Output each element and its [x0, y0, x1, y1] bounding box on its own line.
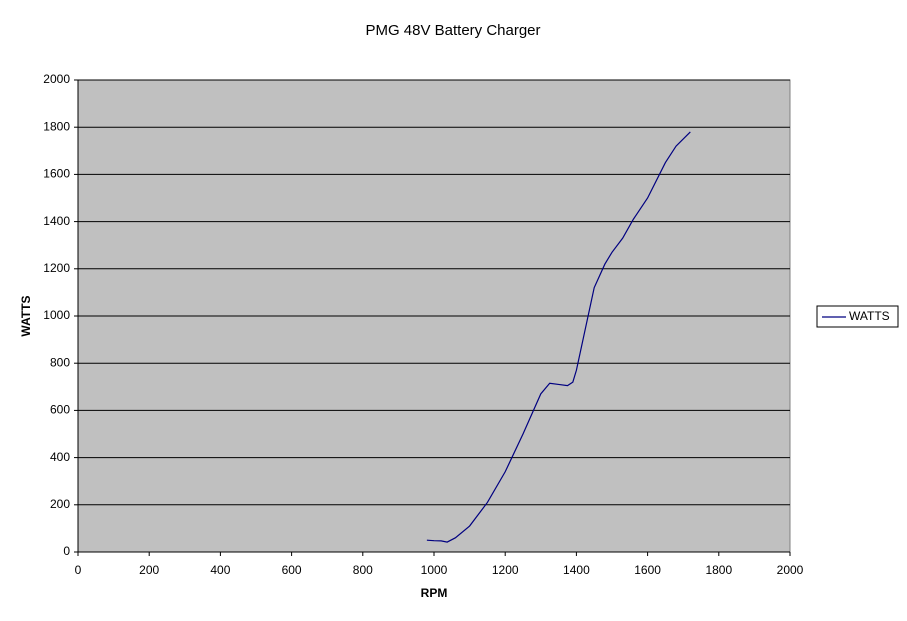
legend	[816, 305, 899, 328]
y-tick-label: 1800	[43, 119, 70, 133]
y-tick-label: 800	[50, 355, 70, 369]
x-tick-label: 400	[210, 563, 230, 577]
x-tick-label: 0	[75, 563, 82, 577]
y-tick-label: 1200	[43, 261, 70, 275]
x-tick-label: 200	[139, 563, 159, 577]
y-tick-label: 1000	[43, 308, 70, 322]
y-tick-label: 2000	[43, 72, 70, 86]
x-tick-label: 2000	[777, 563, 804, 577]
x-tick-label: 600	[282, 563, 302, 577]
y-axis-label: WATTS	[19, 295, 33, 336]
x-tick-label: 1600	[634, 563, 661, 577]
chart-title: PMG 48V Battery Charger	[365, 22, 540, 39]
x-tick-label: 1400	[563, 563, 590, 577]
y-tick-label: 1600	[43, 167, 70, 181]
x-tick-label: 1800	[705, 563, 732, 577]
y-tick-label: 1400	[43, 214, 70, 228]
y-tick-label: 600	[50, 403, 70, 417]
legend-label: WATTS	[849, 309, 890, 323]
y-tick-label: 0	[63, 544, 70, 558]
y-tick-label: 400	[50, 450, 70, 464]
x-tick-label: 1200	[492, 563, 519, 577]
x-tick-label: 800	[353, 563, 373, 577]
x-axis-label: RPM	[421, 586, 448, 600]
data-line	[426, 131, 691, 543]
y-tick-label: 200	[50, 497, 70, 511]
x-tick-label: 1000	[421, 563, 448, 577]
